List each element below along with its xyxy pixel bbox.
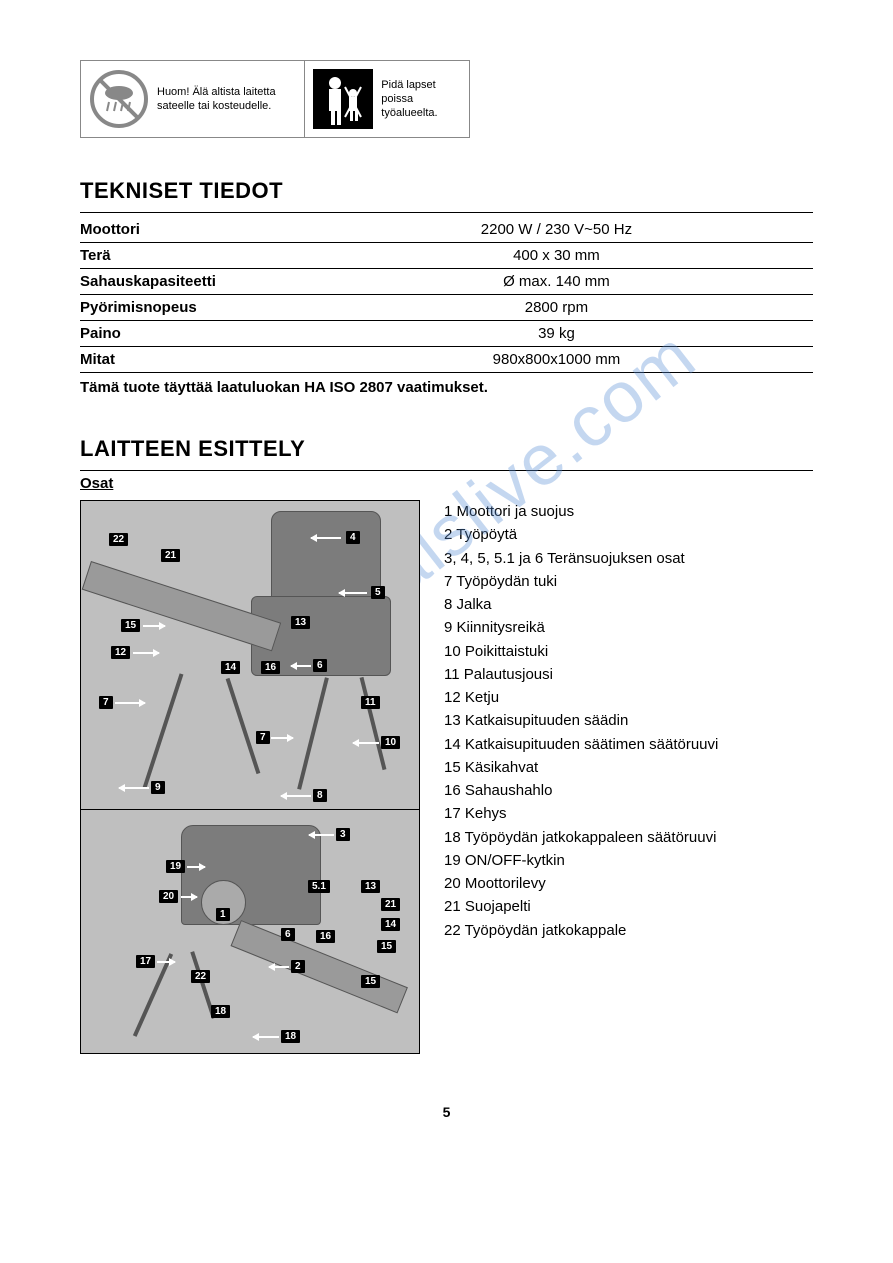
list-item: 16 Sahaushahlo — [444, 779, 718, 802]
callout-4: 4 — [346, 531, 360, 544]
table-row: Moottori2200 W / 230 V~50 Hz — [80, 217, 813, 243]
callout-21b: 21 — [381, 898, 400, 911]
callout-14b: 14 — [381, 918, 400, 931]
callout-8: 8 — [313, 789, 327, 802]
callout-12: 12 — [111, 646, 130, 659]
spec-value: 980x800x1000 mm — [300, 347, 813, 373]
callout-22b: 22 — [191, 970, 210, 983]
warning-rain: Huom! Älä altista laitetta sateelle tai … — [81, 61, 304, 137]
presentation-heading: LAITTEEN ESITTELY — [80, 436, 813, 462]
no-rain-icon — [89, 69, 149, 129]
callout-1: 1 — [216, 908, 230, 921]
list-item: 11 Palautusjousi — [444, 663, 718, 686]
callout-18: 18 — [211, 1005, 230, 1018]
callout-15b: 15 — [377, 940, 396, 953]
spec-label: Pyörimisnopeus — [80, 295, 300, 321]
callout-21: 21 — [161, 549, 180, 562]
spec-value: 2800 rpm — [300, 295, 813, 321]
callout-18b: 18 — [281, 1030, 300, 1043]
callout-6: 6 — [313, 659, 327, 672]
callout-9: 9 — [151, 781, 165, 794]
list-item: 13 Katkaisupituuden säädin — [444, 709, 718, 732]
list-item: 22 Työpöydän jatkokappale — [444, 919, 718, 942]
list-item: 19 ON/OFF-kytkin — [444, 849, 718, 872]
page-number: 5 — [80, 1104, 813, 1120]
list-item: 14 Katkaisupituuden säätimen säätöruuvi — [444, 733, 718, 756]
spec-value: Ø max. 140 mm — [300, 269, 813, 295]
callout-16: 16 — [261, 661, 280, 674]
parts-list: 1 Moottori ja suojus 2 Työpöytä 3, 4, 5,… — [444, 500, 718, 1054]
parts-subheading: Osat — [80, 475, 813, 492]
list-item: 21 Suojapelti — [444, 895, 718, 918]
callout-20: 20 — [159, 890, 178, 903]
table-row: Paino39 kg — [80, 321, 813, 347]
list-item: 12 Ketju — [444, 686, 718, 709]
spec-value: 2200 W / 230 V~50 Hz — [300, 217, 813, 243]
spec-value: 400 x 30 mm — [300, 243, 813, 269]
warning-children-text: Pidä lapset poissa työalueelta. — [381, 78, 461, 121]
callout-13b: 13 — [361, 880, 380, 893]
list-item: 20 Moottorilevy — [444, 872, 718, 895]
spec-footnote: Tämä tuote täyttää laatuluokan HA ISO 28… — [80, 379, 813, 396]
list-item: 1 Moottori ja suojus — [444, 500, 718, 523]
diagram-column: 22 21 4 5 15 13 12 14 16 6 7 11 7 10 9 8 — [80, 500, 420, 1054]
list-item: 10 Poikittaistuki — [444, 640, 718, 663]
spec-label: Moottori — [80, 217, 300, 243]
callout-15c: 15 — [361, 975, 380, 988]
callout-15: 15 — [121, 619, 140, 632]
list-item: 18 Työpöydän jatkokappaleen säätöruuvi — [444, 826, 718, 849]
callout-10: 10 — [381, 736, 400, 749]
diagram-bottom: 3 19 5.1 13 20 21 1 14 6 16 15 17 2 22 1… — [80, 809, 420, 1054]
callout-3: 3 — [336, 828, 350, 841]
spec-label: Terä — [80, 243, 300, 269]
warning-row: Huom! Älä altista laitetta sateelle tai … — [80, 60, 470, 138]
content-row: 22 21 4 5 15 13 12 14 16 6 7 11 7 10 9 8 — [80, 500, 813, 1054]
list-item: 3, 4, 5, 5.1 ja 6 Teränsuojuksen osat — [444, 547, 718, 570]
list-item: 15 Käsikahvat — [444, 756, 718, 779]
callout-16b: 16 — [316, 930, 335, 943]
callout-2: 2 — [291, 960, 305, 973]
callout-5: 5 — [371, 586, 385, 599]
callout-6b: 6 — [281, 928, 295, 941]
callout-7b: 7 — [256, 731, 270, 744]
specs-heading: TEKNISET TIEDOT — [80, 178, 813, 204]
callout-19: 19 — [166, 860, 185, 873]
spec-label: Sahauskapasiteetti — [80, 269, 300, 295]
list-item: 17 Kehys — [444, 802, 718, 825]
callout-11: 11 — [361, 696, 380, 709]
table-row: Terä400 x 30 mm — [80, 243, 813, 269]
table-row: Pyörimisnopeus2800 rpm — [80, 295, 813, 321]
list-item: 9 Kiinnitysreikä — [444, 616, 718, 639]
callout-13: 13 — [291, 616, 310, 629]
callout-7: 7 — [99, 696, 113, 709]
section-rule — [80, 470, 813, 471]
list-item: 8 Jalka — [444, 593, 718, 616]
section-rule — [80, 212, 813, 213]
keep-children-away-icon — [313, 69, 373, 129]
table-row: Mitat980x800x1000 mm — [80, 347, 813, 373]
callout-14: 14 — [221, 661, 240, 674]
spec-label: Mitat — [80, 347, 300, 373]
list-item: 7 Työpöydän tuki — [444, 570, 718, 593]
diagram-top: 22 21 4 5 15 13 12 14 16 6 7 11 7 10 9 8 — [80, 500, 420, 810]
callout-5.1: 5.1 — [308, 880, 330, 893]
callout-17: 17 — [136, 955, 155, 968]
list-item: 2 Työpöytä — [444, 523, 718, 546]
callout-22: 22 — [109, 533, 128, 546]
spec-value: 39 kg — [300, 321, 813, 347]
warning-rain-text: Huom! Älä altista laitetta sateelle tai … — [157, 85, 296, 114]
spec-table: Moottori2200 W / 230 V~50 Hz Terä400 x 3… — [80, 217, 813, 373]
spec-label: Paino — [80, 321, 300, 347]
warning-children: Pidä lapset poissa työalueelta. — [304, 61, 469, 137]
table-row: SahauskapasiteettiØ max. 140 mm — [80, 269, 813, 295]
